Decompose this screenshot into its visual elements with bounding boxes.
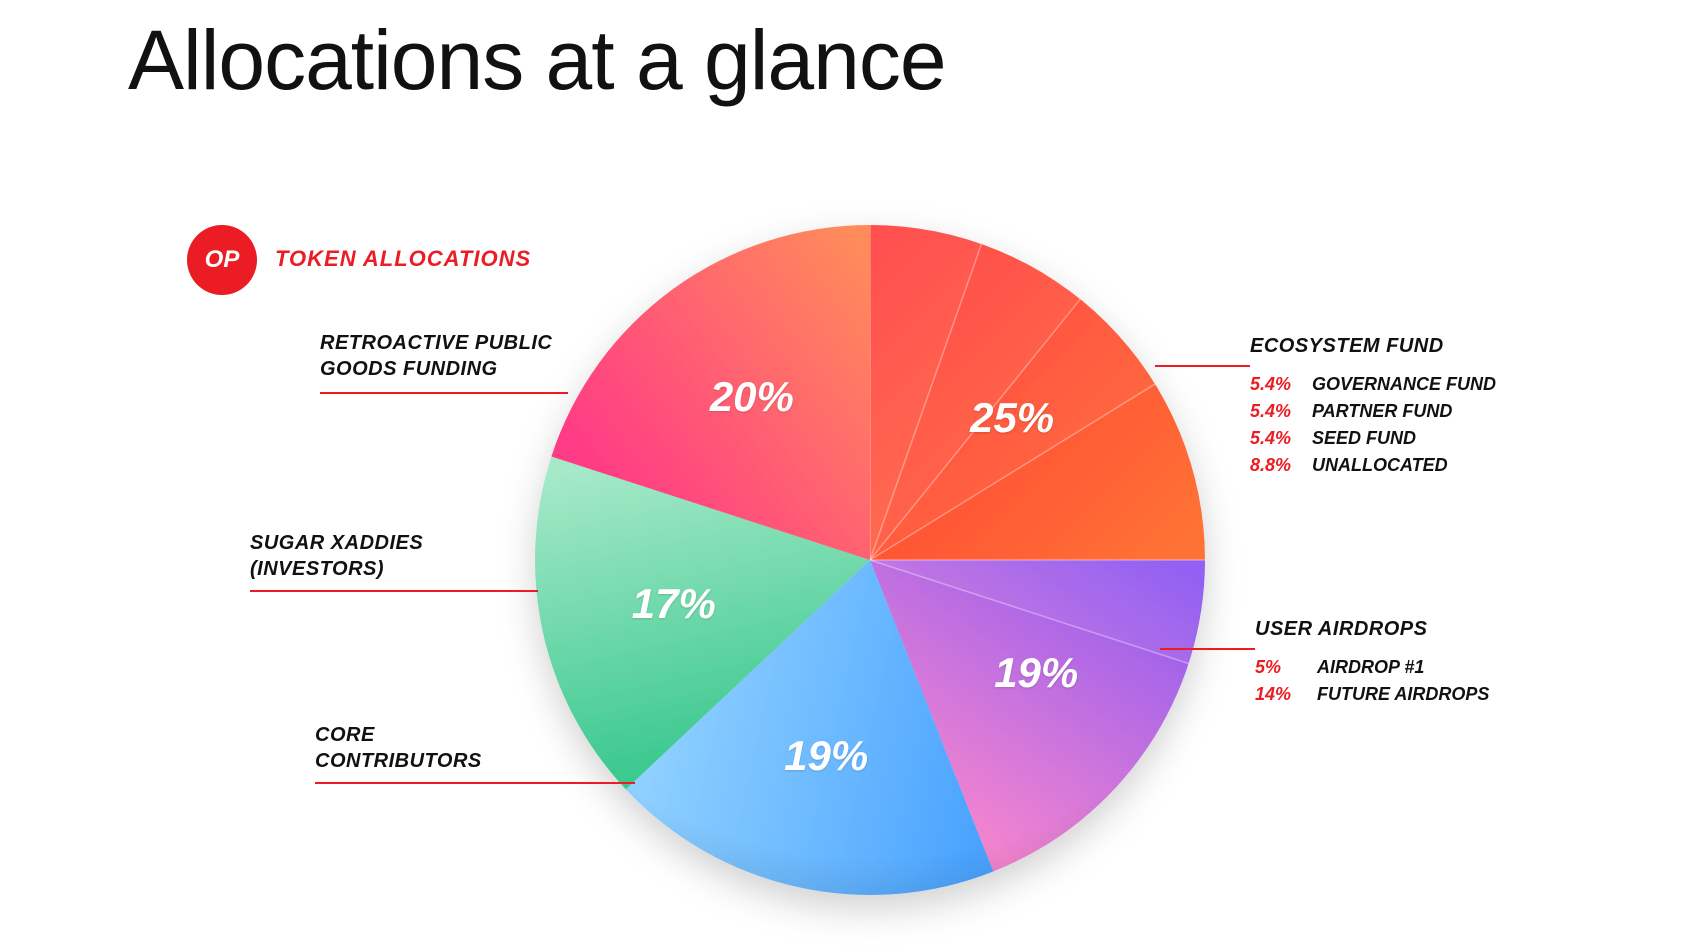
leader-retro xyxy=(320,392,568,394)
label-core-line1: CORE xyxy=(315,722,615,748)
ecosystem-row-0-pct: 5.4% xyxy=(1250,374,1302,395)
airdrops-row-0-pct: 5% xyxy=(1255,657,1307,678)
page-title: Allocations at a glance xyxy=(128,12,946,109)
label-ecosystem-title: ECOSYSTEM FUND xyxy=(1250,335,1496,358)
ecosystem-row-2: 5.4% SEED FUND xyxy=(1250,428,1496,449)
label-retro: RETROACTIVE PUBLIC GOODS FUNDING xyxy=(320,330,620,382)
ecosystem-row-3-pct: 8.8% xyxy=(1250,455,1302,476)
label-investors: SUGAR XADDIES (INVESTORS) xyxy=(250,530,550,582)
label-retro-line2: GOODS FUNDING xyxy=(320,356,620,382)
page: Allocations at a glance OP TOKEN ALLOCAT… xyxy=(0,0,1690,952)
slice-label-airdrops: 19% xyxy=(994,649,1078,697)
ecosystem-row-1-pct: 5.4% xyxy=(1250,401,1302,422)
allocations-pie xyxy=(475,165,1265,952)
leader-core xyxy=(315,782,635,784)
ecosystem-row-2-name: SEED FUND xyxy=(1312,428,1416,449)
ecosystem-row-1-name: PARTNER FUND xyxy=(1312,401,1452,422)
op-badge: OP xyxy=(187,225,257,295)
label-core-line2: CONTRIBUTORS xyxy=(315,748,615,774)
airdrops-list: 5% AIRDROP #1 14% FUTURE AIRDROPS xyxy=(1255,657,1489,705)
leader-ecosystem xyxy=(1155,365,1250,367)
leader-airdrops xyxy=(1160,648,1255,650)
label-investors-line1: SUGAR XADDIES xyxy=(250,530,550,556)
label-airdrops-title: USER AIRDROPS xyxy=(1255,618,1489,641)
leader-investors xyxy=(250,590,538,592)
slice-label-ecosystem: 25% xyxy=(970,394,1054,442)
slice-label-core: 19% xyxy=(784,732,868,780)
ecosystem-list: 5.4% GOVERNANCE FUND 5.4% PARTNER FUND 5… xyxy=(1250,374,1496,476)
label-core: CORE CONTRIBUTORS xyxy=(315,722,615,774)
airdrops-row-1-pct: 14% xyxy=(1255,684,1307,705)
ecosystem-row-3-name: UNALLOCATED xyxy=(1312,455,1448,476)
ecosystem-row-0-name: GOVERNANCE FUND xyxy=(1312,374,1496,395)
slice-label-investors: 17% xyxy=(632,580,716,628)
airdrops-row-1: 14% FUTURE AIRDROPS xyxy=(1255,684,1489,705)
airdrops-row-0: 5% AIRDROP #1 xyxy=(1255,657,1489,678)
block-airdrops: USER AIRDROPS 5% AIRDROP #1 14% FUTURE A… xyxy=(1255,618,1489,711)
op-badge-text: OP xyxy=(205,246,240,274)
block-ecosystem: ECOSYSTEM FUND 5.4% GOVERNANCE FUND 5.4%… xyxy=(1250,335,1496,482)
ecosystem-row-0: 5.4% GOVERNANCE FUND xyxy=(1250,374,1496,395)
label-retro-line1: RETROACTIVE PUBLIC xyxy=(320,330,620,356)
airdrops-row-1-name: FUTURE AIRDROPS xyxy=(1317,684,1489,705)
slice-label-retro: 20% xyxy=(710,373,794,421)
ecosystem-row-1: 5.4% PARTNER FUND xyxy=(1250,401,1496,422)
ecosystem-row-2-pct: 5.4% xyxy=(1250,428,1302,449)
label-investors-line2: (INVESTORS) xyxy=(250,556,550,582)
ecosystem-row-3: 8.8% UNALLOCATED xyxy=(1250,455,1496,476)
airdrops-row-0-name: AIRDROP #1 xyxy=(1317,657,1424,678)
